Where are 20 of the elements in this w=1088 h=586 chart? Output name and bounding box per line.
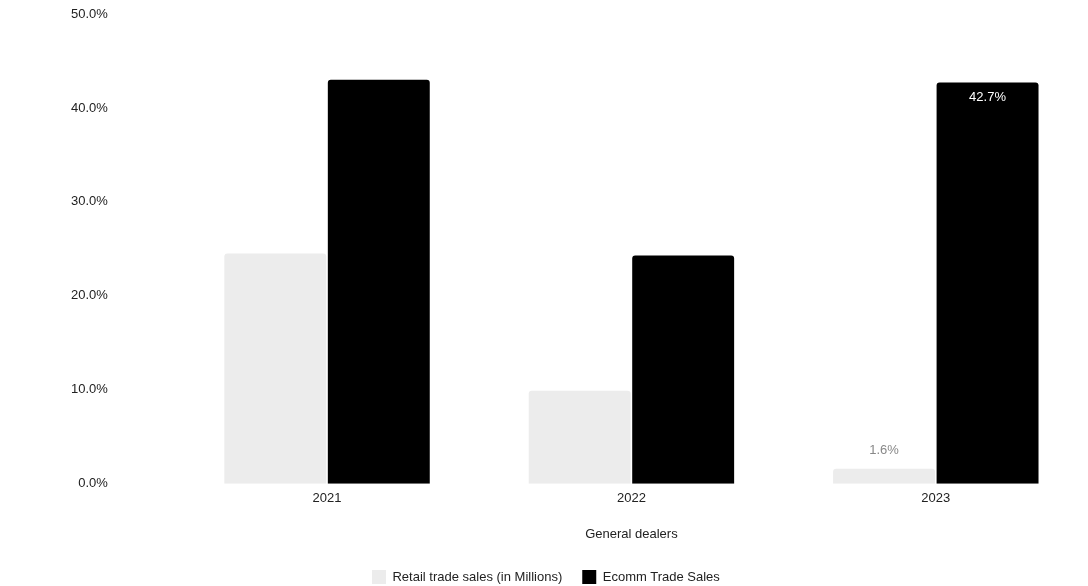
y-tick-label: 10.0%: [70, 381, 109, 397]
bar: [224, 253, 327, 484]
x-tick-label: 2021: [312, 490, 342, 506]
x-axis-title: General dealers: [585, 525, 679, 541]
x-tick-label: 2022: [616, 490, 646, 506]
y-tick-label: 30.0%: [70, 193, 109, 209]
legend-label: Retail trade sales (in Millions): [392, 568, 563, 584]
legend-label: Ecomm Trade Sales: [602, 568, 721, 584]
data-label: 42.7%: [969, 88, 1007, 104]
y-tick-label: 50.0%: [70, 5, 109, 21]
bar: [632, 255, 735, 484]
x-tick-label: 2023: [921, 490, 951, 506]
y-tick-label: 40.0%: [70, 99, 109, 115]
y-tick-label: 20.0%: [70, 287, 109, 303]
y-tick-label: 0.0%: [78, 475, 109, 491]
bar: [327, 79, 430, 484]
bar: [833, 468, 936, 484]
bar: [528, 390, 631, 484]
data-label: 1.6%: [869, 441, 900, 457]
bar: [936, 82, 1039, 484]
